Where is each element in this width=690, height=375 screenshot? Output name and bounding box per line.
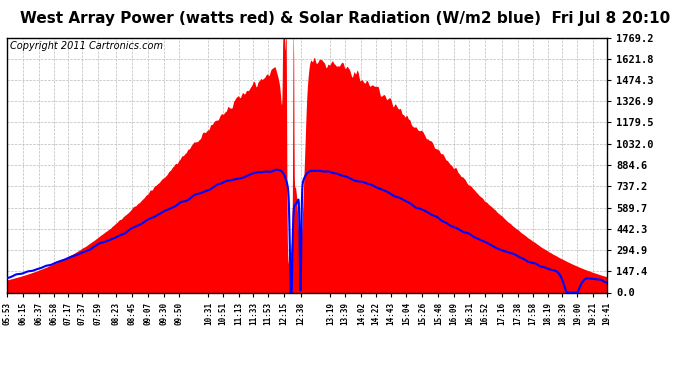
Text: Copyright 2011 Cartronics.com: Copyright 2011 Cartronics.com bbox=[10, 41, 163, 51]
Text: West Array Power (watts red) & Solar Radiation (W/m2 blue)  Fri Jul 8 20:10: West Array Power (watts red) & Solar Rad… bbox=[20, 11, 670, 26]
